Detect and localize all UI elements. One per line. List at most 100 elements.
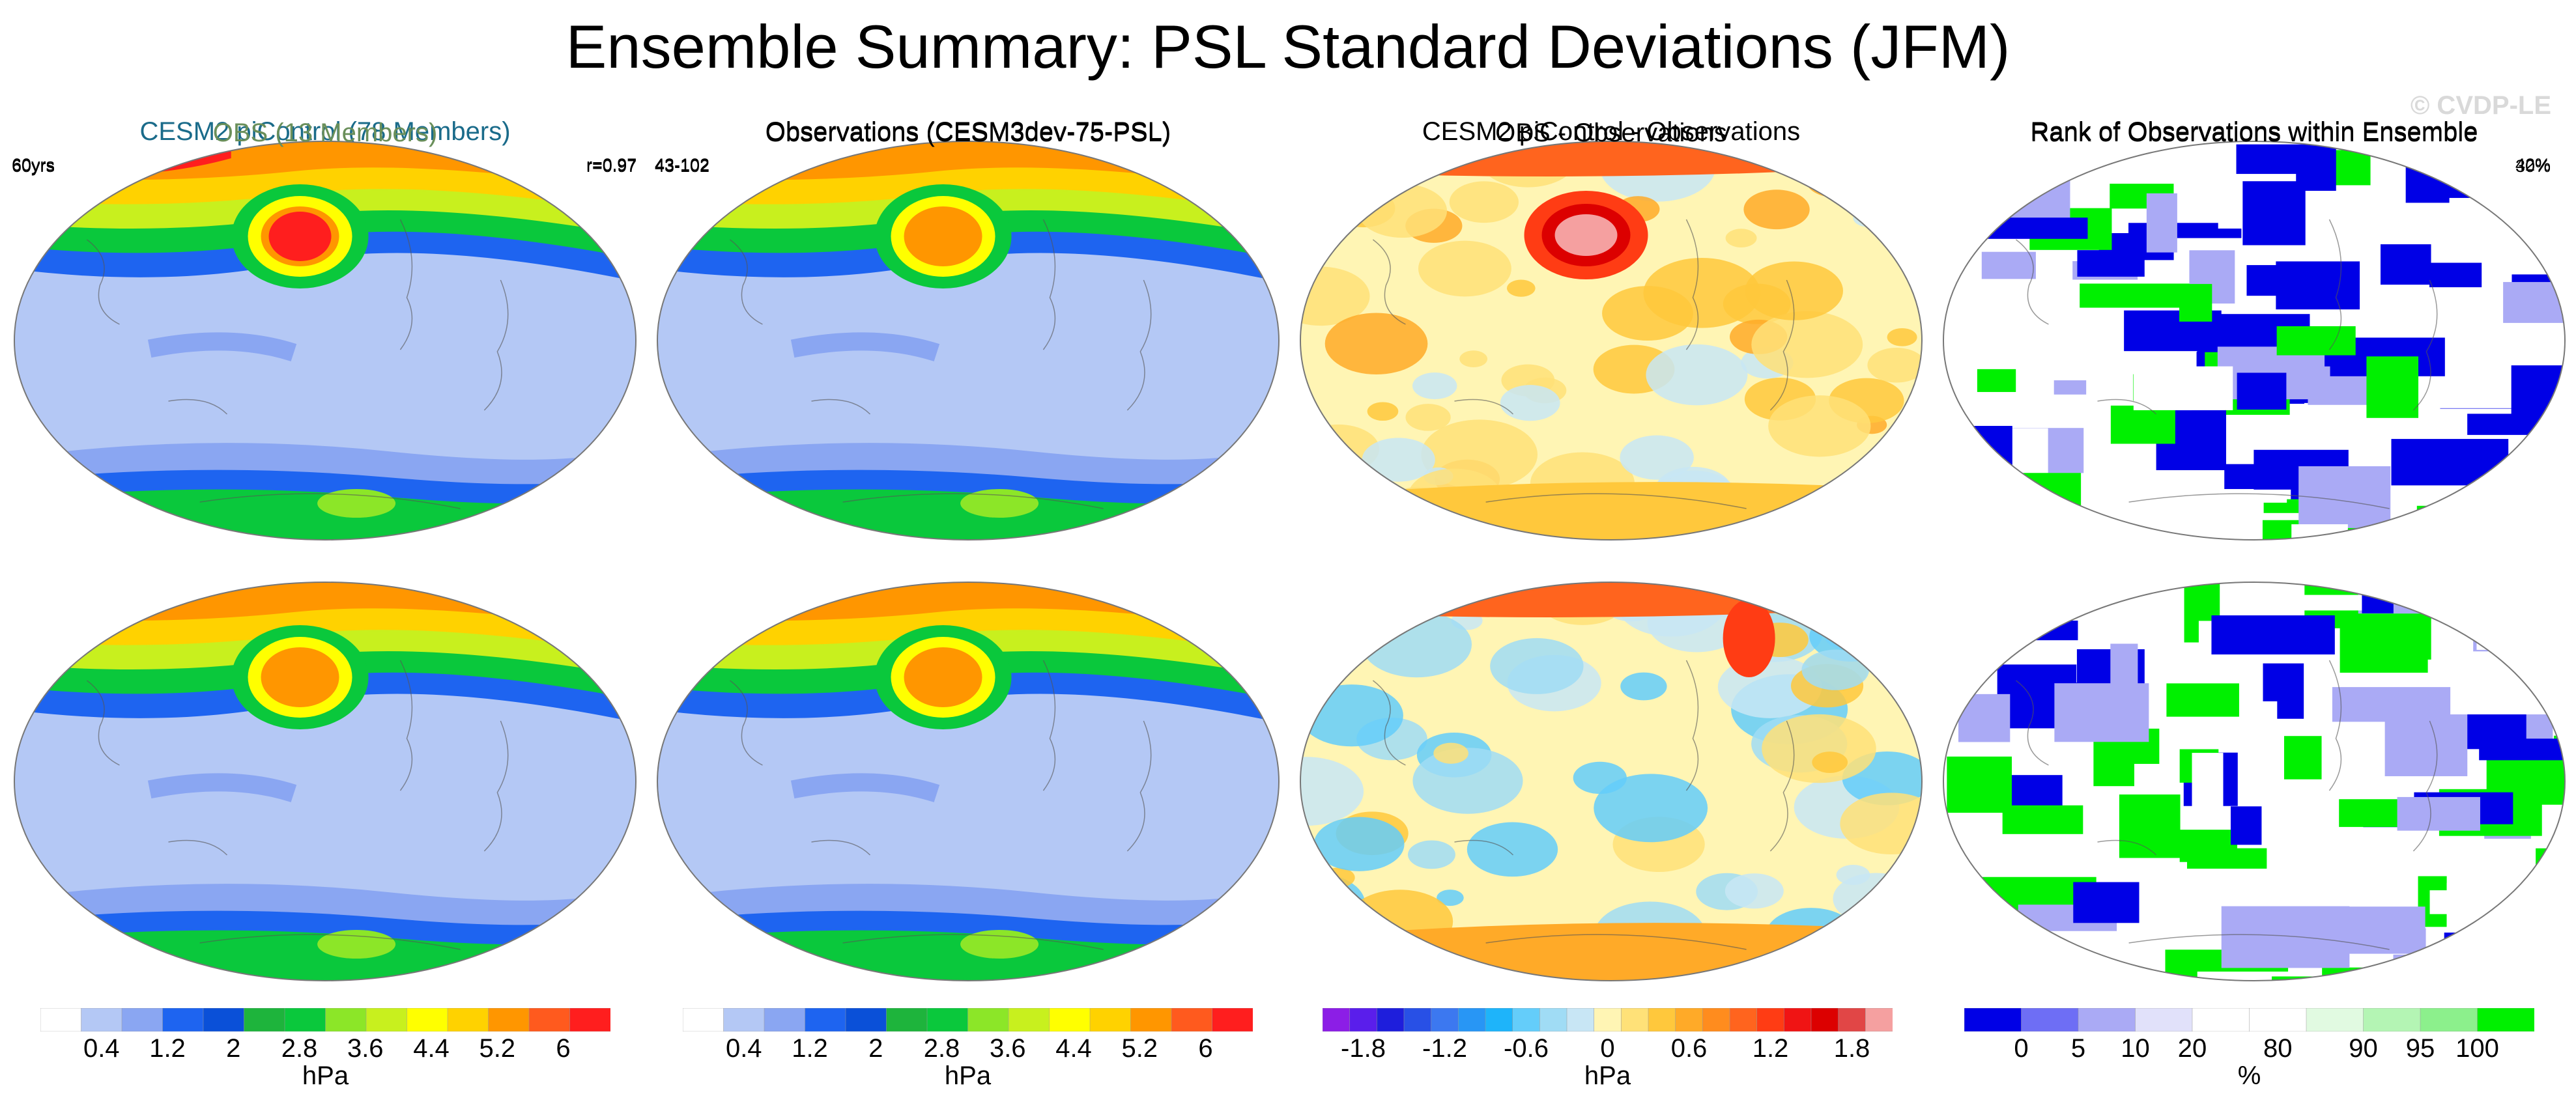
colorbar-swatch — [1648, 1008, 1676, 1032]
colorbar-swatch — [407, 1008, 448, 1032]
colorbar-units: hPa — [302, 1061, 349, 1090]
colorbar-tick-label: 80 — [2263, 1034, 2293, 1063]
colorbar-swatch — [1729, 1008, 1758, 1032]
colorbar-swatch — [967, 1008, 1009, 1032]
colorbar-swatch — [723, 1008, 765, 1032]
colorbar-units: hPa — [1584, 1061, 1631, 1090]
panel-right-label-r1-c1: r=0.97 — [586, 155, 637, 175]
colorbar-tick-label: 0.4 — [83, 1034, 120, 1063]
panel-left-label-r1-c2: 43-102 — [655, 155, 710, 175]
colorbar-swatch — [40, 1008, 82, 1032]
colorbar-tick-label: 2 — [226, 1034, 241, 1063]
colorbar-stddev — [40, 1008, 610, 1032]
colorbar-swatch — [2078, 1008, 2136, 1032]
colorbar-swatch — [2477, 1008, 2534, 1032]
map-r2-c2 — [657, 582, 1280, 981]
map-r2-c1 — [14, 582, 637, 981]
colorbar-swatch — [162, 1008, 204, 1032]
colorbar-swatch — [2135, 1008, 2193, 1032]
colorbar-swatch — [2192, 1008, 2250, 1032]
colorbar-units: % — [2237, 1061, 2261, 1090]
colorbar-swatch — [1566, 1008, 1595, 1032]
map-r1-c1 — [14, 141, 637, 540]
colorbar-swatch — [1377, 1008, 1405, 1032]
colorbar-swatch — [1458, 1008, 1486, 1032]
panel-left-label-r2-c2: 43-102 — [655, 156, 710, 176]
panel-left-label-r2-c1: 60yrs — [12, 156, 55, 176]
colorbar-swatch — [1512, 1008, 1541, 1032]
colorbar-rank — [1964, 1008, 2534, 1032]
map-r2-c4 — [1943, 582, 2566, 981]
colorbar-tick-label: -0.6 — [1504, 1034, 1549, 1063]
panel-right-label-r1-c4: 42% — [2515, 155, 2551, 175]
colorbar-swatch — [488, 1008, 530, 1032]
colorbar-swatch — [81, 1008, 122, 1032]
colorbar-tick-label: 4.4 — [413, 1034, 450, 1063]
colorbar-tick-label: 10 — [2121, 1034, 2150, 1063]
colorbar-tick-label: 1.2 — [1752, 1034, 1789, 1063]
colorbar-tick-label: 2.8 — [281, 1034, 318, 1063]
map-r1-c3 — [1300, 141, 1923, 540]
colorbar-swatch — [1008, 1008, 1050, 1032]
colorbar-tick-label: 5.2 — [1121, 1034, 1158, 1063]
colorbar-swatch — [683, 1008, 724, 1032]
colorbar-tick-label: 90 — [2349, 1034, 2378, 1063]
colorbar-tick-label: 95 — [2405, 1034, 2435, 1063]
colorbar-tick-label: -1.8 — [1341, 1034, 1386, 1063]
colorbar-tick-label: 1.2 — [149, 1034, 186, 1063]
colorbar-swatch — [1865, 1008, 1893, 1032]
colorbar-swatch — [1349, 1008, 1378, 1032]
colorbar-swatch — [1621, 1008, 1649, 1032]
colorbar-swatch — [1171, 1008, 1213, 1032]
colorbar-swatch — [886, 1008, 928, 1032]
colorbar-swatch — [1485, 1008, 1513, 1032]
colorbar-swatch — [926, 1008, 969, 1032]
colorbar-swatch — [1810, 1008, 1839, 1032]
colorbar-swatch — [2306, 1008, 2364, 1032]
panel-left-label-r1-c1: 60yrs — [12, 155, 55, 175]
colorbar-swatch — [2021, 1008, 2079, 1032]
colorbar-swatch — [2363, 1008, 2421, 1032]
colorbar-swatch — [284, 1008, 326, 1032]
map-r1-c4 — [1943, 141, 2566, 540]
colorbar-tick-label: 1.8 — [1833, 1034, 1870, 1063]
colorbar-swatch — [569, 1008, 610, 1032]
colorbar-tick-label: 3.6 — [989, 1034, 1026, 1063]
colorbar-swatch — [1431, 1008, 1459, 1032]
colorbar-units: hPa — [944, 1061, 992, 1090]
colorbar-tick-label: 2.8 — [923, 1034, 960, 1063]
colorbar-tick-label: 0.4 — [725, 1034, 762, 1063]
colorbar-swatch — [764, 1008, 806, 1032]
colorbar-tick-label: 3.6 — [347, 1034, 384, 1063]
colorbar-tick-label: 0 — [2014, 1034, 2029, 1063]
colorbar-swatch — [1403, 1008, 1432, 1032]
colorbar-swatch — [1702, 1008, 1730, 1032]
colorbar-swatch — [365, 1008, 408, 1032]
colorbar-swatch — [1212, 1008, 1253, 1032]
colorbar-swatch — [121, 1008, 164, 1032]
figure-title: Ensemble Summary: PSL Standard Deviation… — [565, 12, 2011, 81]
colorbar-swatch — [1756, 1008, 1785, 1032]
panel-title-r2-c3: OBS - Observations — [1495, 119, 1727, 147]
panel-title-r2-c4: Rank of Observations within Ensemble — [2030, 119, 2478, 147]
map-r2-c3 — [1300, 582, 1923, 981]
colorbar-swatch — [2420, 1008, 2478, 1032]
colorbar-tick-label: 1.2 — [792, 1034, 828, 1063]
colorbar-swatch — [1594, 1008, 1622, 1032]
colorbar-swatch — [203, 1008, 245, 1032]
colorbar-tick-label: -1.2 — [1422, 1034, 1467, 1063]
colorbar-swatch — [528, 1008, 571, 1032]
map-r1-c2 — [657, 141, 1280, 540]
colorbar-swatch — [2249, 1008, 2307, 1032]
watermark: © CVDP-LE — [2410, 91, 2551, 120]
colorbar-swatch — [1964, 1008, 2022, 1032]
colorbar-diff — [1323, 1008, 1893, 1032]
colorbar-tick-label: 20 — [2177, 1034, 2207, 1063]
panel-title-r2-c2: Observations (CESM3dev-75-PSL) — [765, 119, 1171, 147]
colorbar-tick-label: 100 — [2455, 1034, 2499, 1063]
colorbar-tick-label: 5 — [2070, 1034, 2086, 1063]
colorbar-swatch — [1539, 1008, 1567, 1032]
colorbar-swatch — [1130, 1008, 1172, 1032]
colorbar-swatch — [1049, 1008, 1091, 1032]
panel-right-label-r2-c1: r=0.97 — [586, 156, 637, 176]
